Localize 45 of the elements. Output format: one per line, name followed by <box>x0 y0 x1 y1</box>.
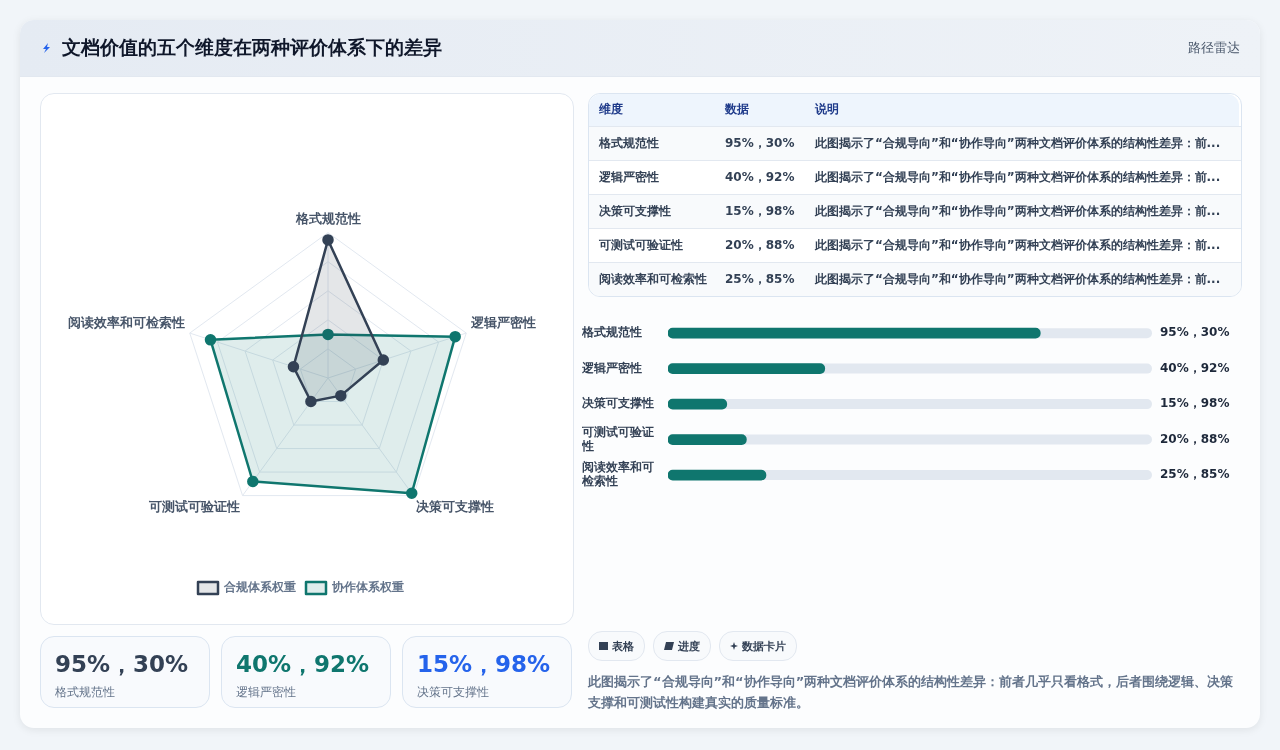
y-tick-label: 可测试可验证性 <box>581 424 654 453</box>
y-tick-label: 逻辑严密性 <box>581 360 642 375</box>
y-tick-label: 格式规范性 <box>581 325 642 340</box>
y-tick-label: 阅读效率和可检索性 <box>581 459 654 489</box>
y-tick-label: 决策可支撑性 <box>582 396 654 411</box>
text: 25%，85% <box>715 262 805 296</box>
text: 此图揭示了“合规导向”和“协作导向”两种文档评价体系的结构性差异：前... <box>805 160 1241 194</box>
spoke-label: 决策可支撑性 <box>416 498 495 514</box>
spoke-label: 逻辑严密性 <box>470 315 536 331</box>
text: 数据卡片 <box>719 631 797 661</box>
text: 此图揭示了“合规导向”和“协作导向”两种文档评价体系的结构性差异：前... <box>805 126 1241 160</box>
text: 数据 <box>724 101 750 119</box>
data-label: 20%，88% <box>1160 431 1230 446</box>
text: 此图揭示了“合规导向”和“协作导向”两种文档评价体系的结构性差异：前... <box>805 194 1241 228</box>
text: 95%，30% <box>55 650 190 679</box>
text: 20%，88% <box>715 228 805 262</box>
legend-label: 协作体系权重 <box>331 580 404 595</box>
text: 95%，30% <box>715 126 805 160</box>
text: 逻辑严密性 <box>236 684 297 701</box>
spoke-label: 可测试可验证性 <box>147 498 240 514</box>
bar <box>668 434 747 445</box>
data-label: 15%，98% <box>1160 396 1230 411</box>
data-label: 25%，85% <box>1160 467 1230 482</box>
text: 说明 <box>814 101 840 119</box>
text: 40%，92% <box>236 650 371 679</box>
text: 格式规范性 <box>55 684 116 701</box>
spoke-label: 格式规范性 <box>294 211 361 227</box>
text: 15%，98% <box>417 650 552 679</box>
bar <box>668 469 767 481</box>
text: 表格 <box>588 631 645 661</box>
text: 15%，98% <box>715 194 805 228</box>
text: 路径雷达 <box>1188 39 1240 57</box>
bar <box>668 398 728 410</box>
text: 维度 <box>598 101 624 119</box>
text: 文档价值的五个维度在两种评价体系下的差异 <box>62 35 442 60</box>
spoke-label: 阅读效率和可检索性 <box>68 315 185 331</box>
data-label: 40%，92% <box>1160 360 1230 375</box>
text: 决策可支撑性 <box>417 684 490 701</box>
text: 此图揭示了“合规导向”和“协作导向”两种文档评价体系的结构性差异：前... <box>805 262 1241 296</box>
text: 进度 <box>653 631 711 661</box>
data-label: 95%，30% <box>1160 325 1230 340</box>
text: 此图揭示了“合规导向”和“协作导向”两种文档评价体系的结构性差异：前... <box>805 228 1241 262</box>
legend-label: 合规体系权重 <box>223 580 296 595</box>
text: 此图揭示了“合规导向”和“协作导向”两种文档评价体系的结构性差异：前者几乎只看格式，后者围绕逻辑、决策支撑和可测试性构建真实的质量标准。 <box>588 673 1235 712</box>
text: 40%，92% <box>715 160 805 194</box>
